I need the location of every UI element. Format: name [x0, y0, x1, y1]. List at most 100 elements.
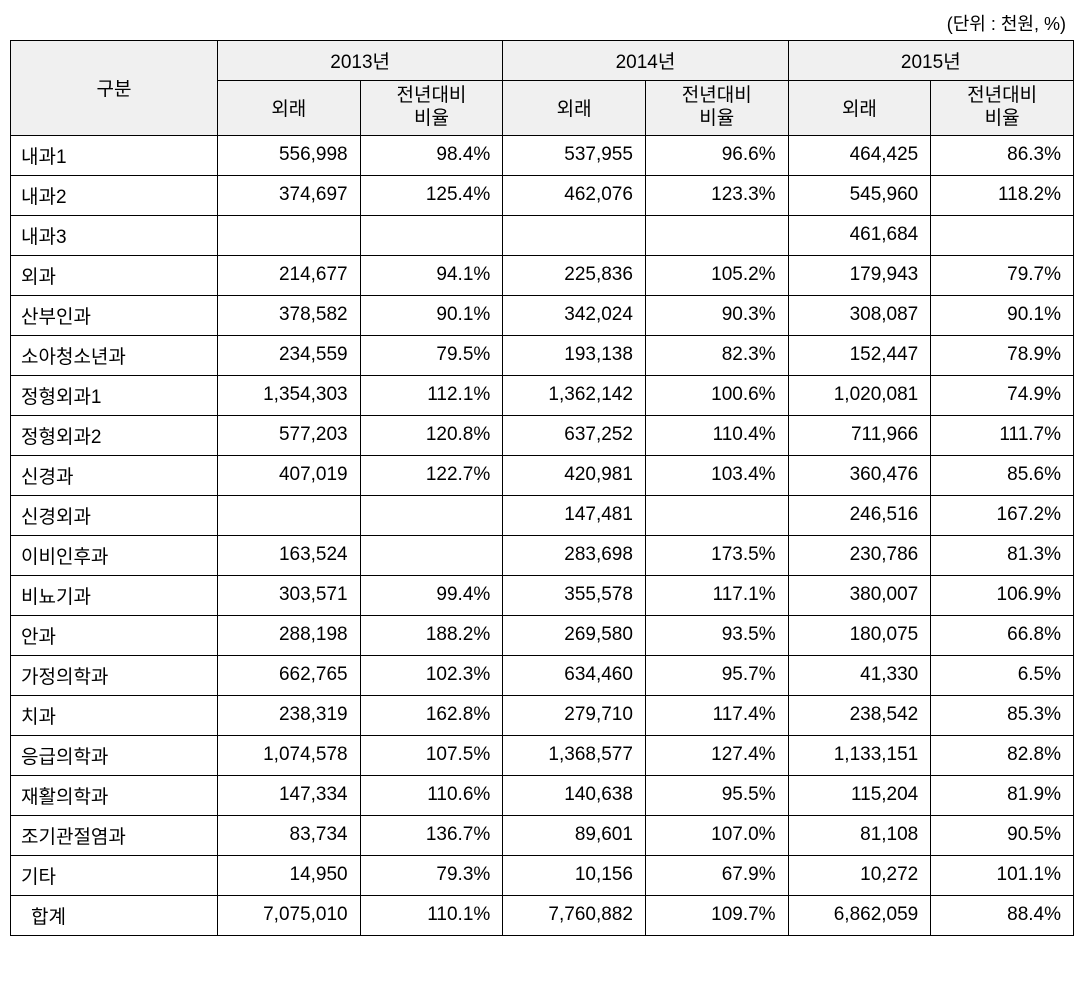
cell-2013-out: 407,019 — [217, 455, 360, 495]
cell-2013-pct: 188.2% — [360, 615, 503, 655]
cell-2015-out: 230,786 — [788, 535, 931, 575]
total-2013-pct: 110.1% — [360, 895, 503, 935]
table-header: 구분 2013년 2014년 2015년 외래 전년대비비율 외래 전년대비비율… — [11, 41, 1074, 136]
cell-2015-pct: 118.2% — [931, 175, 1074, 215]
cell-2014-pct: 110.4% — [645, 415, 788, 455]
cell-2015-pct: 78.9% — [931, 335, 1074, 375]
cell-2014-pct: 96.6% — [645, 135, 788, 175]
table-row: 치과238,319162.8%279,710117.4%238,54285.3% — [11, 695, 1074, 735]
cell-2014-out: 279,710 — [503, 695, 646, 735]
data-table: 구분 2013년 2014년 2015년 외래 전년대비비율 외래 전년대비비율… — [10, 40, 1074, 936]
cell-2014-pct: 117.1% — [645, 575, 788, 615]
header-category: 구분 — [11, 41, 218, 136]
cell-2013-pct: 112.1% — [360, 375, 503, 415]
cell-2015-pct: 6.5% — [931, 655, 1074, 695]
cell-2014-out: 193,138 — [503, 335, 646, 375]
cell-2013-pct: 122.7% — [360, 455, 503, 495]
total-2013-out: 7,075,010 — [217, 895, 360, 935]
cell-2013-pct: 125.4% — [360, 175, 503, 215]
cell-2015-pct: 79.7% — [931, 255, 1074, 295]
cell-2013-out: 1,074,578 — [217, 735, 360, 775]
table-row: 가정의학과662,765102.3%634,46095.7%41,3306.5% — [11, 655, 1074, 695]
table-row: 산부인과378,58290.1%342,02490.3%308,08790.1% — [11, 295, 1074, 335]
cell-2015-pct: 111.7% — [931, 415, 1074, 455]
header-year-2013: 2013년 — [217, 41, 502, 81]
cell-2015-pct: 66.8% — [931, 615, 1074, 655]
cell-2015-out: 238,542 — [788, 695, 931, 735]
cell-2013-out: 238,319 — [217, 695, 360, 735]
table-row: 내과3461,684 — [11, 215, 1074, 255]
cell-2015-out: 41,330 — [788, 655, 931, 695]
table-row: 조기관절염과83,734136.7%89,601107.0%81,10890.5… — [11, 815, 1074, 855]
cell-2014-pct: 82.3% — [645, 335, 788, 375]
total-2014-out: 7,760,882 — [503, 895, 646, 935]
cell-2015-out: 1,133,151 — [788, 735, 931, 775]
cell-2014-pct: 93.5% — [645, 615, 788, 655]
cell-2013-pct: 99.4% — [360, 575, 503, 615]
table-row: 정형외과2577,203120.8%637,252110.4%711,96611… — [11, 415, 1074, 455]
cell-2013-pct: 98.4% — [360, 135, 503, 175]
table-row: 안과288,198188.2%269,58093.5%180,07566.8% — [11, 615, 1074, 655]
table-row: 비뇨기과303,57199.4%355,578117.1%380,007106.… — [11, 575, 1074, 615]
table-body: 내과1556,99898.4%537,95596.6%464,42586.3%내… — [11, 135, 1074, 935]
cell-2014-out: 140,638 — [503, 775, 646, 815]
cell-2013-out: 577,203 — [217, 415, 360, 455]
row-label: 응급의학과 — [11, 735, 218, 775]
cell-2014-pct — [645, 215, 788, 255]
cell-2013-out — [217, 215, 360, 255]
unit-label: (단위 : 천원, %) — [10, 10, 1074, 36]
row-label: 정형외과2 — [11, 415, 218, 455]
cell-2014-out: 225,836 — [503, 255, 646, 295]
cell-2013-out: 1,354,303 — [217, 375, 360, 415]
cell-2014-pct: 123.3% — [645, 175, 788, 215]
cell-2013-out: 214,677 — [217, 255, 360, 295]
table-row: 소아청소년과234,55979.5%193,13882.3%152,44778.… — [11, 335, 1074, 375]
table-row-total: 합계7,075,010110.1%7,760,882109.7%6,862,05… — [11, 895, 1074, 935]
cell-2015-pct: 74.9% — [931, 375, 1074, 415]
cell-2014-out: 147,481 — [503, 495, 646, 535]
cell-2014-out: 637,252 — [503, 415, 646, 455]
cell-2014-out: 342,024 — [503, 295, 646, 335]
cell-2014-out: 420,981 — [503, 455, 646, 495]
cell-2013-out: 374,697 — [217, 175, 360, 215]
table-row: 응급의학과1,074,578107.5%1,368,577127.4%1,133… — [11, 735, 1074, 775]
row-label: 안과 — [11, 615, 218, 655]
cell-2014-out: 537,955 — [503, 135, 646, 175]
cell-2015-pct: 81.3% — [931, 535, 1074, 575]
cell-2013-out: 147,334 — [217, 775, 360, 815]
cell-2014-out: 1,362,142 — [503, 375, 646, 415]
cell-2014-pct: 95.5% — [645, 775, 788, 815]
header-yoy-2015: 전년대비비율 — [931, 81, 1074, 136]
cell-2014-out: 1,368,577 — [503, 735, 646, 775]
cell-2015-out: 360,476 — [788, 455, 931, 495]
cell-2015-out: 308,087 — [788, 295, 931, 335]
cell-2014-pct: 95.7% — [645, 655, 788, 695]
cell-2015-out: 179,943 — [788, 255, 931, 295]
cell-2014-out — [503, 215, 646, 255]
header-outpatient-2013: 외래 — [217, 81, 360, 136]
table-row: 내과2374,697125.4%462,076123.3%545,960118.… — [11, 175, 1074, 215]
cell-2015-out: 380,007 — [788, 575, 931, 615]
cell-2015-pct: 82.8% — [931, 735, 1074, 775]
cell-2014-out: 89,601 — [503, 815, 646, 855]
cell-2014-pct: 90.3% — [645, 295, 788, 335]
cell-2013-pct: 120.8% — [360, 415, 503, 455]
table-row: 외과214,67794.1%225,836105.2%179,94379.7% — [11, 255, 1074, 295]
cell-2014-pct: 173.5% — [645, 535, 788, 575]
total-2014-pct: 109.7% — [645, 895, 788, 935]
cell-2015-out: 1,020,081 — [788, 375, 931, 415]
row-label: 기타 — [11, 855, 218, 895]
cell-2013-out: 288,198 — [217, 615, 360, 655]
table-row: 신경과407,019122.7%420,981103.4%360,47685.6… — [11, 455, 1074, 495]
row-label: 신경외과 — [11, 495, 218, 535]
row-label: 조기관절염과 — [11, 815, 218, 855]
cell-2015-pct: 106.9% — [931, 575, 1074, 615]
cell-2015-pct: 101.1% — [931, 855, 1074, 895]
cell-2013-out: 234,559 — [217, 335, 360, 375]
cell-2013-pct — [360, 535, 503, 575]
cell-2013-out: 83,734 — [217, 815, 360, 855]
total-label: 합계 — [11, 895, 218, 935]
row-label: 신경과 — [11, 455, 218, 495]
header-yoy-2014: 전년대비비율 — [645, 81, 788, 136]
cell-2013-out: 662,765 — [217, 655, 360, 695]
